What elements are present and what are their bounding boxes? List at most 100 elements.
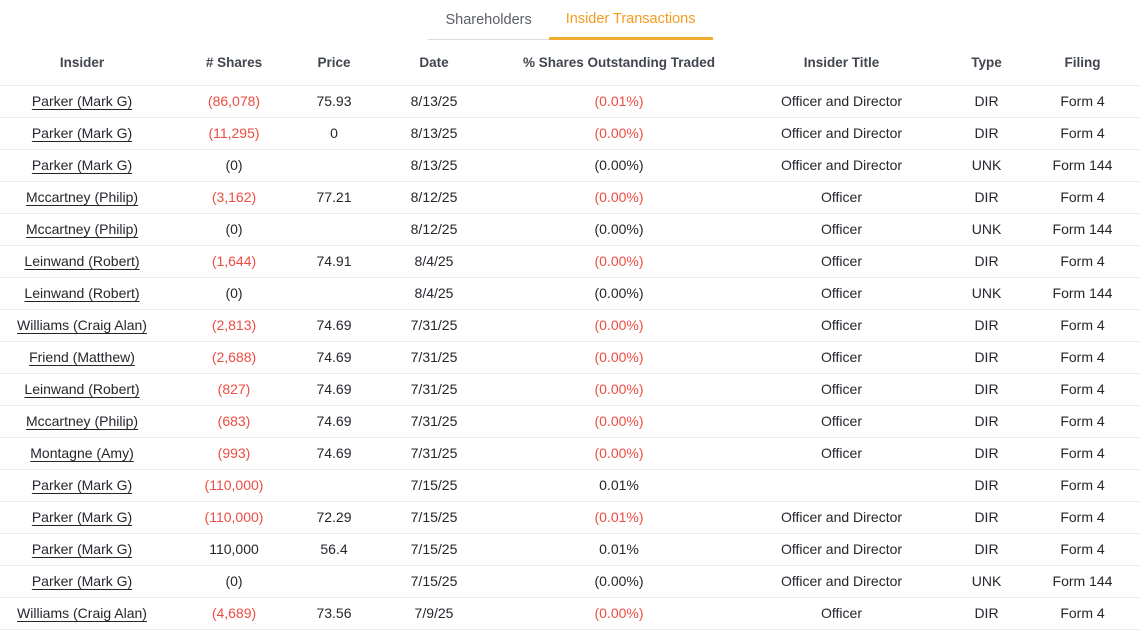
shares-cell: (2,688) [164,340,304,373]
insider-cell: Leinwand (Robert) [0,244,164,277]
insider-link[interactable]: Parker (Mark G) [31,125,133,141]
pct-outstanding-cell: (0.00%) [504,212,734,245]
table-row: Friend (Matthew) (2,688) 74.69 7/31/25 (… [0,340,1141,373]
filing-cell: Form 4 [1024,340,1141,373]
insider-link[interactable]: Leinwand (Robert) [24,381,140,397]
insider-title-cell: Officer [734,244,949,277]
date-cell: 8/13/25 [364,148,504,181]
insider-title-cell: Officer [734,596,949,630]
date-cell: 7/31/25 [364,308,504,341]
price-cell [304,276,364,309]
date-cell: 7/31/25 [364,340,504,373]
insider-cell: Parker (Mark G) [0,500,164,533]
filing-cell: Form 4 [1024,436,1141,469]
shares-cell: (683) [164,404,304,437]
col-header-insider: Insider [0,40,164,86]
shares-cell: (110,000) [164,468,304,501]
pct-outstanding-cell: (0.00%) [504,372,734,405]
tab-insider-transactions[interactable]: Insider Transactions [548,0,713,40]
insider-cell: Williams (Craig Alan) [0,308,164,341]
price-cell [304,564,364,597]
tab-shareholders[interactable]: Shareholders [428,0,549,40]
insider-title-cell: Officer [734,436,949,469]
shares-cell: (2,813) [164,308,304,341]
date-cell: 8/13/25 [410,93,458,109]
price-cell: 74.91 [304,244,364,277]
filing-cell: Form 144 [1024,276,1141,309]
insider-link[interactable]: Parker (Mark G) [31,477,133,493]
insider-link[interactable]: Parker (Mark G) [31,509,133,525]
date-cell: 7/31/25 [364,372,504,405]
table-row: Montagne (Amy) (993) 74.69 7/31/25 (0.00… [0,436,1141,469]
insider-cell: Parker (Mark G) [0,532,164,565]
col-header-pct-outstanding: % Shares Outstanding Traded [504,40,734,86]
insider-cell: Mccartney (Philip) [0,180,164,213]
pct-outstanding-cell: (0.00%) [504,404,734,437]
insider-title-cell: Officer [734,212,949,245]
table-row: Leinwand (Robert) (1,644) 74.91 8/4/25 (… [0,244,1141,277]
filing-cell: Form 144 [1024,212,1141,245]
insider-link[interactable]: Mccartney (Philip) [25,221,139,237]
insider-cell: Williams (Craig Alan) [0,596,164,630]
table-row: Parker (Mark G) 110,000 56.4 7/15/25 0.0… [0,532,1141,565]
date-cell: 8/12/25 [364,212,504,245]
insider-link[interactable]: Montagne (Amy) [30,445,134,461]
insider-link[interactable]: Leinwand (Robert) [24,253,140,269]
type-cell: DIR [949,308,1024,341]
filing-cell: Form 4 [1060,93,1105,109]
insider-title-cell: Officer [734,308,949,341]
shares-cell: (993) [164,436,304,469]
insider-title-cell: Officer [734,180,949,213]
insider-link[interactable]: Parker (Mark G) [31,573,133,589]
insider-cell: Parker (Mark G) [0,148,164,181]
price-cell [304,212,364,245]
insider-link[interactable]: Williams (Craig Alan) [17,317,147,333]
insider-link[interactable]: Friend (Matthew) [29,349,135,365]
price-cell [304,148,364,181]
shares-cell: (86,078) [207,93,261,109]
pct-outstanding-cell: (0.00%) [504,564,734,597]
pct-outstanding-cell: (0.00%) [504,596,734,630]
pct-outstanding-cell: (0.00%) [504,308,734,341]
insider-link[interactable]: Mccartney (Philip) [25,413,139,429]
price-cell: 73.56 [304,596,364,630]
insider-link[interactable]: Parker (Mark G) [31,157,133,173]
insider-link[interactable]: Williams (Craig Alan) [17,605,147,621]
shares-cell: (110,000) [164,500,304,533]
insider-link[interactable]: Leinwand (Robert) [24,285,140,301]
col-header-filing: Filing [1024,40,1141,86]
insider-title-cell: Officer [734,340,949,373]
insider-cell: Leinwand (Robert) [0,372,164,405]
price-cell: 74.69 [304,308,364,341]
price-cell: 72.29 [304,500,364,533]
insider-title-cell: Officer and Director [734,500,949,533]
type-cell: DIR [949,404,1024,437]
insider-link[interactable]: Parker (Mark G) [31,93,133,109]
pct-outstanding-cell: (0.00%) [504,244,734,277]
date-cell: 8/12/25 [364,180,504,213]
col-header-shares: # Shares [164,40,304,86]
insider-cell: Parker (Mark G) [0,85,164,117]
table-row: Leinwand (Robert) (827) 74.69 7/31/25 (0… [0,372,1141,405]
pct-outstanding-cell: (0.01%) [504,500,734,533]
col-header-insider-title: Insider Title [734,40,949,86]
type-cell: DIR [949,372,1024,405]
date-cell: 8/4/25 [364,276,504,309]
table-header: Insider # Shares Price Date % Shares Out… [0,40,1141,86]
type-cell: DIR [949,532,1024,565]
insider-link[interactable]: Parker (Mark G) [31,541,133,557]
table-row: Leinwand (Robert) (0) 8/4/25 (0.00%) Off… [0,276,1141,309]
insider-cell: Friend (Matthew) [0,340,164,373]
shares-cell: (0) [164,276,304,309]
type-cell: DIR [949,500,1024,533]
insider-link[interactable]: Mccartney (Philip) [25,189,139,205]
date-cell: 7/15/25 [364,564,504,597]
table-body: Parker (Mark G) (86,078) 75.93 8/13/25 (… [0,85,1141,630]
filing-cell: Form 4 [1024,180,1141,213]
table-row: Parker (Mark G) (110,000) 72.29 7/15/25 … [0,500,1141,533]
table-row: Parker (Mark G) (86,078) 75.93 8/13/25 (… [0,85,1141,117]
type-cell: UNK [949,212,1024,245]
type-cell: DIR [949,596,1024,630]
price-cell: 74.69 [304,372,364,405]
date-cell: 8/4/25 [364,244,504,277]
